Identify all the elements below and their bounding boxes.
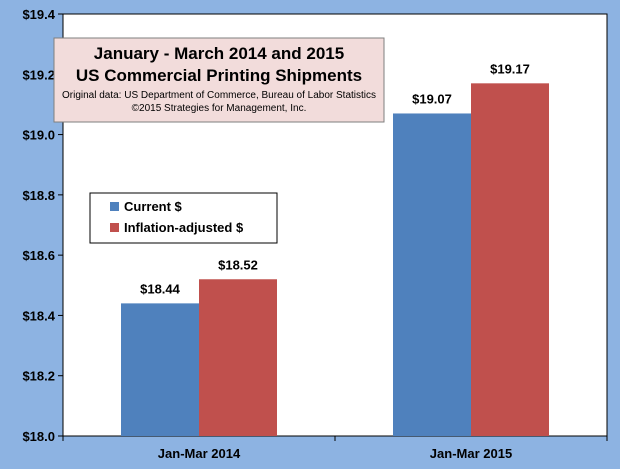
chart-subtitle: US Commercial Printing Shipments	[76, 66, 362, 85]
y-tick-label: $18.0	[22, 429, 55, 444]
y-axis: $18.0 $18.2 $18.4 $18.6 $18.8 $19.0 $19.2 $19.4	[22, 7, 63, 444]
legend-label-inflation-adjusted: Inflation-adjusted $	[124, 220, 244, 235]
data-label: $18.44	[140, 281, 181, 296]
bars	[121, 83, 549, 436]
x-category-label: Jan-Mar 2014	[158, 446, 241, 461]
data-labels: $18.44 $18.52 $19.07 $19.17	[140, 61, 530, 296]
legend-swatch-inflation-adjusted	[110, 223, 119, 232]
data-label: $18.52	[218, 257, 258, 272]
y-tick-label: $18.4	[22, 308, 55, 323]
data-label: $19.17	[490, 61, 530, 76]
data-label: $19.07	[412, 91, 452, 106]
title-box: January - March 2014 and 2015 US Commerc…	[53, 37, 385, 123]
chart-title: January - March 2014 and 2015	[94, 44, 344, 63]
y-tick-label: $19.2	[22, 67, 55, 82]
bar-inflation-adjusted	[199, 279, 277, 436]
bar-current	[121, 303, 199, 436]
chart-source-note: Original data: US Department of Commerce…	[62, 90, 376, 101]
y-tick-label: $19.0	[22, 128, 55, 143]
y-tick-label: $19.4	[22, 7, 55, 22]
legend: Current $ Inflation-adjusted $	[89, 192, 278, 244]
chart-copyright-note: ©2015 Strategies for Management, Inc.	[132, 103, 307, 114]
y-tick-label: $18.6	[22, 248, 55, 263]
y-tick-label: $18.2	[22, 369, 55, 384]
bar-inflation-adjusted	[471, 83, 549, 436]
x-axis: Jan-Mar 2014 Jan-Mar 2015	[62, 436, 608, 461]
bar-current	[393, 113, 471, 436]
x-category-label: Jan-Mar 2015	[430, 446, 512, 461]
y-tick-label: $18.8	[22, 188, 55, 203]
legend-label-current: Current $	[124, 199, 183, 214]
legend-swatch-current	[110, 202, 119, 211]
